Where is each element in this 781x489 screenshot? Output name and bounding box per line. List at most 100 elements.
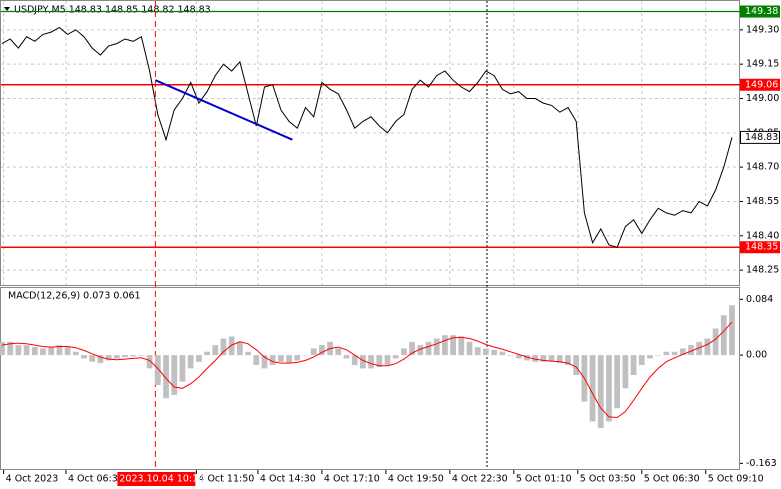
level-label-box [740, 78, 780, 91]
histogram-bar [7, 341, 14, 356]
histogram-bar [319, 345, 325, 356]
histogram-bar [56, 345, 63, 356]
x-tick-label: 5 Oct 09:10 [708, 474, 764, 485]
y-tick-label: 148.55 [746, 196, 779, 207]
level-label-box [740, 5, 780, 18]
histogram-bar [392, 355, 399, 359]
histogram-bar [679, 348, 686, 356]
macd-title: MACD(12,26,9) 0.073 0.061 [8, 291, 141, 302]
x-tick-label: 4 Oct 11:50 [198, 474, 254, 485]
histogram-bar [573, 355, 580, 376]
macd-panel-frame [0, 287, 740, 470]
level-label: 149.38 [745, 6, 778, 17]
histogram-bar [458, 336, 465, 356]
histogram-bar [269, 355, 276, 366]
histogram-bar [253, 355, 260, 366]
histogram-bar [376, 355, 383, 368]
histogram-bar [589, 355, 596, 422]
histogram-bar [425, 341, 432, 356]
histogram-bar [532, 355, 539, 362]
histogram-bar [23, 345, 30, 356]
histogram-bar [343, 355, 350, 359]
histogram-bar [15, 345, 22, 356]
histogram-bar [360, 355, 366, 369]
histogram-bar [31, 347, 38, 356]
histogram-bar [515, 355, 522, 359]
histogram-bar [704, 338, 711, 356]
last-price-box [740, 130, 780, 144]
histogram-bar [278, 355, 284, 362]
histogram-bar [163, 355, 169, 399]
crosshair-label-box [117, 472, 196, 486]
histogram-bar [688, 345, 694, 356]
x-tick-label: 5 Oct 01:10 [516, 474, 572, 485]
histogram-bar [171, 355, 178, 395]
histogram-bar [64, 347, 71, 356]
histogram-bar [204, 351, 210, 356]
signal-line [1, 321, 733, 419]
histogram-bar [729, 305, 735, 356]
histogram-bar [417, 345, 424, 356]
histogram-bar [245, 351, 251, 356]
y-tick-label: 149.00 [746, 93, 779, 104]
histogram-bar [409, 341, 415, 356]
histogram-bar [228, 336, 235, 356]
x-tick-label: 4 Oct 19:50 [388, 474, 444, 485]
trend-line [154, 79, 293, 141]
histogram-bar [597, 355, 604, 429]
histogram-bar [647, 355, 653, 359]
histogram-bar [720, 315, 727, 356]
histogram-bar [548, 355, 555, 362]
x-tick-label: 5 Oct 03:50 [580, 474, 636, 485]
last-price-label: 148.83 [745, 132, 778, 143]
histogram-bar [294, 355, 301, 361]
price-panel-frame [0, 0, 740, 286]
histogram-bar [187, 355, 194, 369]
y-tick-label: 148.40 [746, 230, 779, 241]
histogram-bar [401, 348, 407, 356]
histogram-bar [442, 335, 448, 356]
x-tick-label: 4 Oct 06:30 [68, 474, 124, 485]
histogram-bar [220, 338, 227, 356]
histogram-bar [335, 348, 342, 356]
price-title: USDJPY,M5 148.83 148.85 148.82 148.83 [14, 5, 211, 16]
histogram-bar [663, 351, 670, 356]
histogram-bar [499, 351, 506, 356]
x-tick-label: 5 Oct 06:30 [644, 474, 700, 485]
histogram-bar [450, 335, 456, 356]
histogram-bar [507, 355, 514, 356]
histogram-bar [89, 355, 96, 362]
histogram-bar [384, 355, 391, 366]
histogram-bar [130, 355, 137, 357]
histogram-bar [351, 355, 358, 366]
histogram-bar [630, 355, 637, 376]
histogram-bar [236, 341, 243, 356]
y-tick-label: -0.163 [746, 458, 777, 469]
histogram-bar [466, 341, 473, 356]
histogram-bar [368, 355, 374, 369]
level-label: 148.35 [745, 242, 778, 253]
histogram-bar [261, 355, 268, 369]
histogram-bar [540, 355, 547, 362]
histogram-bar [105, 355, 112, 361]
histogram-bar [638, 355, 645, 366]
histogram-bar [302, 355, 309, 356]
histogram-bar [0, 341, 5, 356]
histogram-bar [671, 351, 678, 356]
histogram-bar [286, 355, 292, 364]
level-label-box [740, 241, 780, 254]
y-tick-label: 0.084 [746, 294, 773, 305]
y-tick-label: 149.30 [746, 24, 779, 35]
histogram-bar [113, 355, 120, 359]
histogram-bar [195, 355, 202, 362]
histogram-bar [40, 348, 46, 356]
histogram-bar [712, 328, 719, 356]
crosshair-label: 2023.10.04 10:10 [119, 474, 204, 485]
histogram-bar [72, 351, 79, 356]
histogram-bar [179, 355, 186, 382]
histogram-bar [655, 355, 662, 356]
x-tick-label: 4 Oct 2023 [6, 474, 59, 485]
histogram-bar [154, 355, 161, 385]
